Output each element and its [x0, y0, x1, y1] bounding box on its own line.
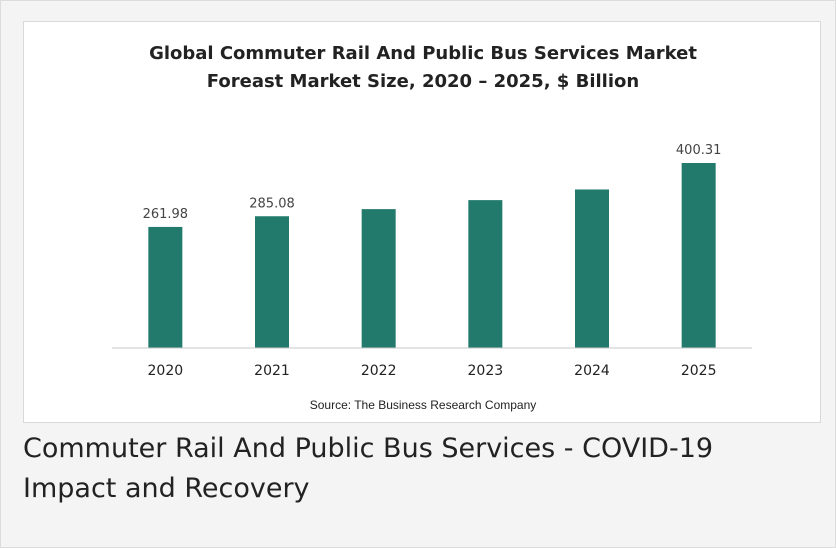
bar-2023 [468, 200, 503, 348]
x-tick-label-2022: 2022 [361, 363, 397, 379]
value-labels-group: 261.98 285.08 400.31 [143, 143, 722, 222]
value-label-2020: 261.98 [143, 207, 189, 222]
value-label-2025: 400.31 [676, 143, 722, 158]
tick-labels-group: 2020 2021 2022 2023 2024 2025 [148, 363, 717, 379]
chart-panel: 261.98 285.08 400.31 2020 2021 2022 2023 2024 2… [23, 21, 821, 423]
bar-2025 [681, 163, 716, 348]
x-tick-label-2020: 2020 [148, 363, 184, 379]
bar-2022 [361, 209, 396, 348]
bar-2020 [148, 226, 183, 348]
chart-title-line1: Global Commuter Rail And Public Bus Serv… [149, 43, 697, 64]
chart-subtitle: Foreast Market Size, 2020 – 2025, $ Bill… [206, 71, 640, 92]
bar-2021 [255, 216, 289, 348]
x-tick-label-2023: 2023 [468, 363, 504, 379]
chart-title: Global Commuter Rail And Public Bus Serv… [24, 40, 822, 96]
x-tick-label-2021: 2021 [254, 363, 290, 379]
x-tick-label-2025: 2025 [681, 363, 717, 379]
chart-source: Source: The Business Research Company [309, 398, 537, 412]
page-caption: Commuter Rail And Public Bus Services - … [23, 433, 714, 504]
x-tick-label-2024: 2024 [574, 363, 610, 379]
bars-group [148, 163, 716, 348]
value-label-2021: 285.08 [249, 196, 295, 211]
bar-2024 [575, 189, 609, 348]
